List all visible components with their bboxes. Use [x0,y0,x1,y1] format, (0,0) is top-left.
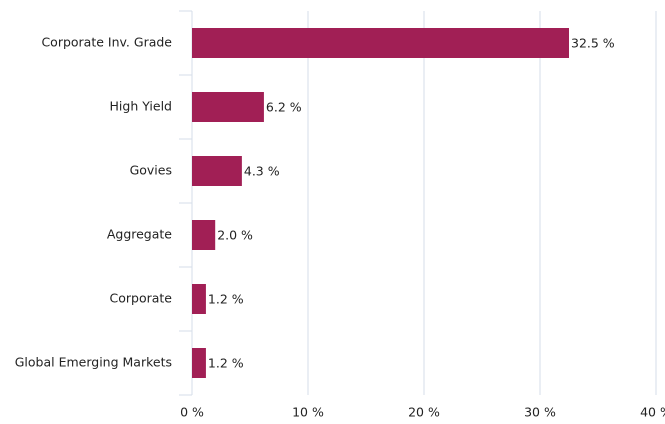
y-tick-label: Aggregate [107,227,172,242]
data-label: 2.0 % [217,228,253,243]
bar [192,28,569,58]
x-tick-label: 30 % [524,405,556,420]
x-tick-label: 0 % [180,405,204,420]
x-tick-label: 20 % [408,405,440,420]
bar [192,220,216,250]
y-tick-label: Global Emerging Markets [15,355,172,370]
y-tick-label: Govies [130,163,172,178]
y-tick-label: Corporate [110,291,173,306]
data-label: 6.2 % [266,100,302,115]
y-tick-label: Corporate Inv. Grade [41,35,172,50]
data-label: 1.2 % [208,292,244,307]
bar [192,348,206,378]
x-tick-label: 40 % [640,405,665,420]
bar [192,156,242,186]
y-tick-label: High Yield [110,99,172,114]
data-label: 32.5 % [571,36,615,51]
data-label: 1.2 % [208,356,244,371]
bar [192,284,206,314]
bar [192,92,264,122]
data-label: 4.3 % [244,164,280,179]
x-tick-label: 10 % [292,405,324,420]
